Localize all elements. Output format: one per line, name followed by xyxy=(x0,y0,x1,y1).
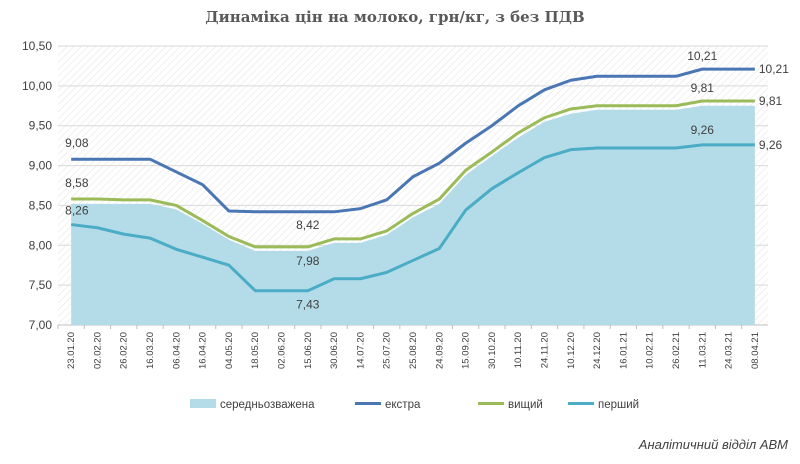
data-label: 8,58 xyxy=(65,176,89,190)
line-series-1 xyxy=(71,67,755,214)
x-tick-label: 02.02.20 xyxy=(92,332,103,369)
x-tick-label: 16.01.21 xyxy=(618,332,629,369)
line-layer xyxy=(70,67,755,293)
area-layer xyxy=(71,105,755,326)
legend-label: середньозважена xyxy=(220,399,315,411)
x-tick-label: 16.04.20 xyxy=(198,332,209,369)
x-tick-label: 25.07.20 xyxy=(382,332,393,369)
data-label: 7,98 xyxy=(296,254,320,268)
x-tick-label: 02.06.20 xyxy=(277,332,288,369)
x-tick-label: 25.08.20 xyxy=(408,332,419,369)
x-tick-label: 24.03.21 xyxy=(724,332,735,369)
area-series-0 xyxy=(71,105,755,326)
data-label: 9,81 xyxy=(691,81,715,95)
x-tick-label: 15.06.20 xyxy=(303,332,314,369)
y-tick-label: 7,00 xyxy=(29,318,53,332)
y-tick-label: 10,00 xyxy=(22,79,52,93)
x-tick-label: 10.02.21 xyxy=(645,332,656,369)
legend-swatch xyxy=(190,399,216,408)
x-tick-label: 26.02.20 xyxy=(119,332,130,369)
x-tick-label: 14.07.20 xyxy=(355,332,366,369)
x-tick-label: 16.03.20 xyxy=(145,332,156,369)
x-tick-label: 24.12.20 xyxy=(592,332,603,369)
x-tick-label: 18.05.20 xyxy=(250,332,261,369)
x-axis-ticks: 23.01.20 02.02.20 26.02.20 16.03.20 06.04.20… xyxy=(57,325,761,369)
y-tick-label: 7,50 xyxy=(29,278,53,292)
x-tick-label: 10.11.20 xyxy=(513,332,524,368)
y-tick-label: 9,50 xyxy=(29,119,53,133)
data-label: 10,21 xyxy=(687,49,717,63)
data-label: 9,26 xyxy=(759,138,783,152)
data-label: 8,26 xyxy=(65,204,89,218)
x-tick-label: 23.01.20 xyxy=(66,332,77,369)
chart-title: Динаміка цін на молоко, грн/кг, з без ПД… xyxy=(205,8,584,26)
x-tick-label: 10.12.20 xyxy=(566,332,577,369)
legend-label: екстра xyxy=(385,399,421,411)
x-tick-label: 26.02.21 xyxy=(671,332,682,369)
x-tick-label: 06.04.20 xyxy=(171,332,182,369)
y-tick-label: 9,00 xyxy=(29,159,53,173)
line-series-2 xyxy=(71,99,755,249)
data-label: 10,21 xyxy=(759,62,789,76)
y-tick-label: 8,00 xyxy=(29,238,53,252)
data-label: 9,81 xyxy=(759,94,783,108)
data-label: 7,43 xyxy=(296,298,320,312)
data-label: 9,26 xyxy=(691,123,715,137)
legend-label: перший xyxy=(598,399,639,411)
data-labels: 9,08 8,58 8,26 8,42 7,98 7,43 10,21 9,81 9,26 10,… xyxy=(65,49,789,312)
x-tick-label: 24.11.20 xyxy=(539,332,550,368)
x-tick-label: 24.09.20 xyxy=(434,332,445,369)
x-tick-label: 15.09.20 xyxy=(461,332,472,369)
legend-label: вищий xyxy=(508,399,543,411)
x-tick-label: 04.05.20 xyxy=(224,332,235,369)
x-tick-label: 30.06.20 xyxy=(329,332,340,369)
y-tick-label: 10,50 xyxy=(22,39,52,53)
x-tick-label: 11.03.21 xyxy=(697,332,708,368)
y-axis-ticks: 7,00 7,50 8,00 8,50 9,00 9,50 10,00 10,50 xyxy=(22,39,52,332)
x-tick-label: 30.10.20 xyxy=(487,332,498,369)
line-series-3 xyxy=(70,143,755,293)
legend: середньозважена екстра вищий перший xyxy=(190,399,639,411)
data-label: 9,08 xyxy=(65,136,89,150)
source-caption: Аналітичний відділ АВМ xyxy=(638,437,788,452)
data-label: 8,42 xyxy=(296,218,320,232)
x-tick-label: 08.04.21 xyxy=(750,332,761,369)
y-tick-label: 8,50 xyxy=(29,198,53,212)
